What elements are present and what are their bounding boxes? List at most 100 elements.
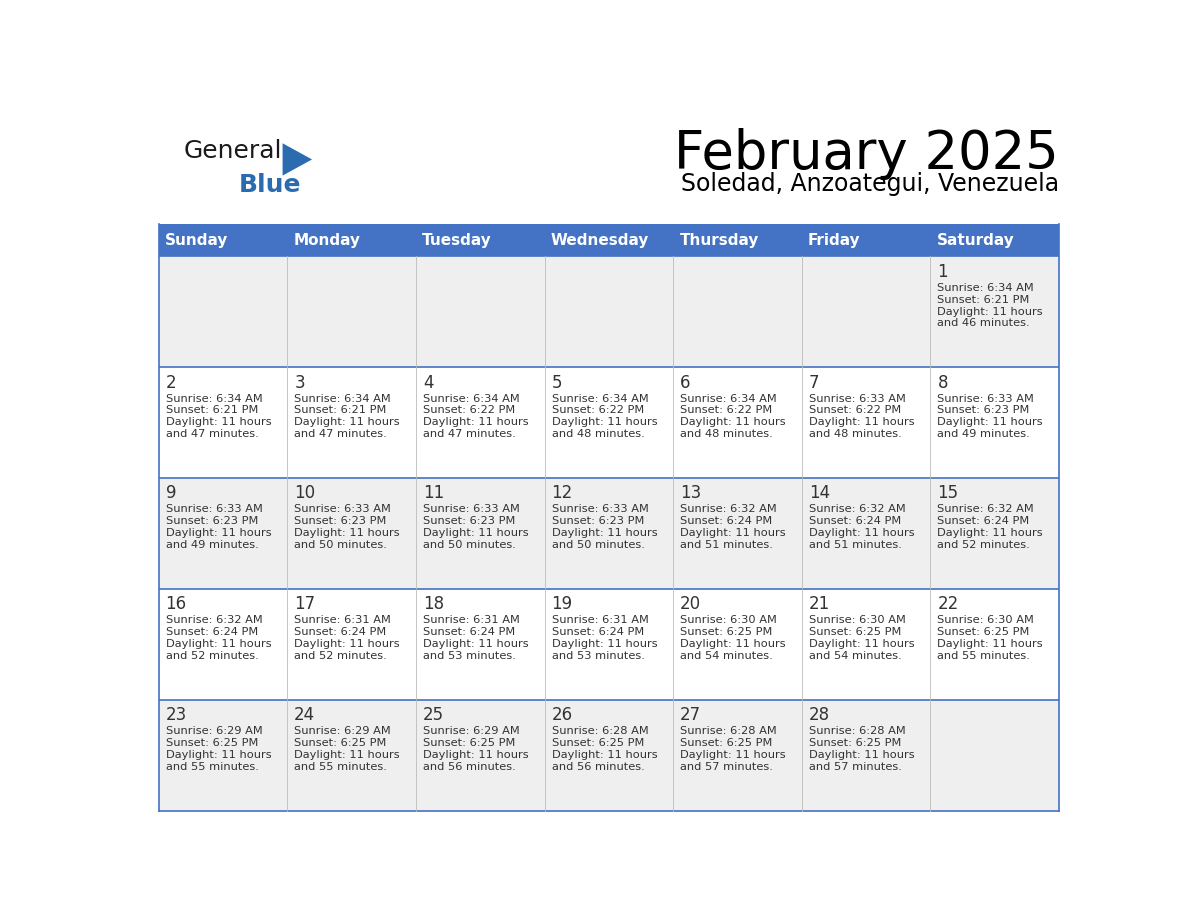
Text: and 48 minutes.: and 48 minutes. [809, 430, 902, 440]
Text: and 57 minutes.: and 57 minutes. [681, 762, 773, 772]
Text: Monday: Monday [293, 233, 360, 248]
Text: Sunrise: 6:29 AM: Sunrise: 6:29 AM [165, 726, 263, 736]
Text: Sunset: 6:25 PM: Sunset: 6:25 PM [551, 738, 644, 748]
Text: Daylight: 11 hours: Daylight: 11 hours [165, 639, 271, 649]
Bar [416, 478, 544, 589]
Bar [416, 700, 544, 811]
Text: Sunset: 6:22 PM: Sunset: 6:22 PM [681, 406, 772, 416]
Bar [544, 256, 674, 367]
Text: Sunset: 6:22 PM: Sunset: 6:22 PM [551, 406, 644, 416]
Text: Sunset: 6:25 PM: Sunset: 6:25 PM [937, 627, 1030, 637]
Bar [544, 367, 674, 478]
Text: Daylight: 11 hours: Daylight: 11 hours [681, 418, 785, 428]
Text: 20: 20 [681, 595, 701, 613]
Text: and 48 minutes.: and 48 minutes. [681, 430, 773, 440]
Text: Daylight: 11 hours: Daylight: 11 hours [551, 750, 657, 760]
Text: Sunday: Sunday [165, 233, 228, 248]
Text: and 55 minutes.: and 55 minutes. [295, 762, 387, 772]
Bar [674, 256, 802, 367]
Text: Daylight: 11 hours: Daylight: 11 hours [681, 639, 785, 649]
Bar [544, 224, 674, 256]
Text: Daylight: 11 hours: Daylight: 11 hours [551, 528, 657, 538]
Text: 15: 15 [937, 485, 959, 502]
Bar [158, 224, 287, 256]
Text: 3: 3 [295, 374, 305, 391]
Bar [416, 367, 544, 478]
Text: 16: 16 [165, 595, 187, 613]
Bar [674, 224, 802, 256]
Text: 27: 27 [681, 706, 701, 724]
Text: and 55 minutes.: and 55 minutes. [937, 651, 1030, 661]
Text: Sunrise: 6:30 AM: Sunrise: 6:30 AM [809, 615, 905, 625]
Text: Sunrise: 6:33 AM: Sunrise: 6:33 AM [165, 504, 263, 514]
Text: Daylight: 11 hours: Daylight: 11 hours [681, 528, 785, 538]
Text: Sunset: 6:22 PM: Sunset: 6:22 PM [423, 406, 516, 416]
Bar [416, 256, 544, 367]
Text: and 53 minutes.: and 53 minutes. [551, 651, 644, 661]
Text: Tuesday: Tuesday [422, 233, 492, 248]
Text: Daylight: 11 hours: Daylight: 11 hours [295, 528, 400, 538]
Bar [674, 367, 802, 478]
Bar [287, 367, 416, 478]
Text: 26: 26 [551, 706, 573, 724]
Text: 12: 12 [551, 485, 573, 502]
Bar [158, 589, 287, 700]
Text: and 53 minutes.: and 53 minutes. [423, 651, 516, 661]
Text: Sunset: 6:24 PM: Sunset: 6:24 PM [681, 516, 772, 526]
Text: Daylight: 11 hours: Daylight: 11 hours [423, 750, 529, 760]
Text: Sunset: 6:21 PM: Sunset: 6:21 PM [295, 406, 386, 416]
Text: and 50 minutes.: and 50 minutes. [551, 540, 644, 550]
Text: Sunrise: 6:28 AM: Sunrise: 6:28 AM [681, 726, 777, 736]
Text: 4: 4 [423, 374, 434, 391]
Text: and 49 minutes.: and 49 minutes. [937, 430, 1030, 440]
Text: 14: 14 [809, 485, 830, 502]
Bar [544, 700, 674, 811]
Text: Sunrise: 6:30 AM: Sunrise: 6:30 AM [681, 615, 777, 625]
Text: 17: 17 [295, 595, 315, 613]
Bar [802, 478, 930, 589]
Text: Sunrise: 6:28 AM: Sunrise: 6:28 AM [809, 726, 905, 736]
Bar [802, 589, 930, 700]
Text: Sunrise: 6:29 AM: Sunrise: 6:29 AM [295, 726, 391, 736]
Text: Sunrise: 6:33 AM: Sunrise: 6:33 AM [551, 504, 649, 514]
Text: Daylight: 11 hours: Daylight: 11 hours [165, 528, 271, 538]
Text: Daylight: 11 hours: Daylight: 11 hours [937, 639, 1043, 649]
Text: and 52 minutes.: and 52 minutes. [295, 651, 387, 661]
Bar [802, 700, 930, 811]
Text: Daylight: 11 hours: Daylight: 11 hours [551, 639, 657, 649]
Text: Sunset: 6:25 PM: Sunset: 6:25 PM [681, 627, 772, 637]
Bar [674, 478, 802, 589]
Text: Sunset: 6:23 PM: Sunset: 6:23 PM [937, 406, 1030, 416]
Text: Daylight: 11 hours: Daylight: 11 hours [165, 750, 271, 760]
Text: Sunrise: 6:31 AM: Sunrise: 6:31 AM [423, 615, 519, 625]
Text: Sunrise: 6:33 AM: Sunrise: 6:33 AM [295, 504, 391, 514]
Text: Sunrise: 6:34 AM: Sunrise: 6:34 AM [681, 394, 777, 404]
Bar [158, 478, 287, 589]
Text: Daylight: 11 hours: Daylight: 11 hours [423, 528, 529, 538]
Text: Sunrise: 6:34 AM: Sunrise: 6:34 AM [937, 283, 1035, 293]
Bar [930, 589, 1060, 700]
Text: and 54 minutes.: and 54 minutes. [809, 651, 902, 661]
Text: Sunset: 6:24 PM: Sunset: 6:24 PM [551, 627, 644, 637]
Text: Sunrise: 6:33 AM: Sunrise: 6:33 AM [937, 394, 1035, 404]
Text: Daylight: 11 hours: Daylight: 11 hours [809, 639, 915, 649]
Text: Thursday: Thursday [680, 233, 759, 248]
Text: Sunset: 6:22 PM: Sunset: 6:22 PM [809, 406, 901, 416]
Text: 21: 21 [809, 595, 830, 613]
Text: Sunrise: 6:34 AM: Sunrise: 6:34 AM [295, 394, 391, 404]
Text: Sunset: 6:25 PM: Sunset: 6:25 PM [681, 738, 772, 748]
Text: and 47 minutes.: and 47 minutes. [295, 430, 387, 440]
Text: 1: 1 [937, 263, 948, 281]
Text: Sunset: 6:25 PM: Sunset: 6:25 PM [809, 738, 902, 748]
Text: Daylight: 11 hours: Daylight: 11 hours [423, 639, 529, 649]
Text: 5: 5 [551, 374, 562, 391]
Text: 2: 2 [165, 374, 176, 391]
Bar [802, 367, 930, 478]
Text: Sunrise: 6:28 AM: Sunrise: 6:28 AM [551, 726, 649, 736]
Text: Daylight: 11 hours: Daylight: 11 hours [809, 528, 915, 538]
Text: February 2025: February 2025 [675, 128, 1060, 180]
Text: Sunset: 6:24 PM: Sunset: 6:24 PM [165, 627, 258, 637]
Text: General: General [183, 140, 282, 163]
Text: Sunset: 6:24 PM: Sunset: 6:24 PM [295, 627, 386, 637]
Bar [287, 224, 416, 256]
